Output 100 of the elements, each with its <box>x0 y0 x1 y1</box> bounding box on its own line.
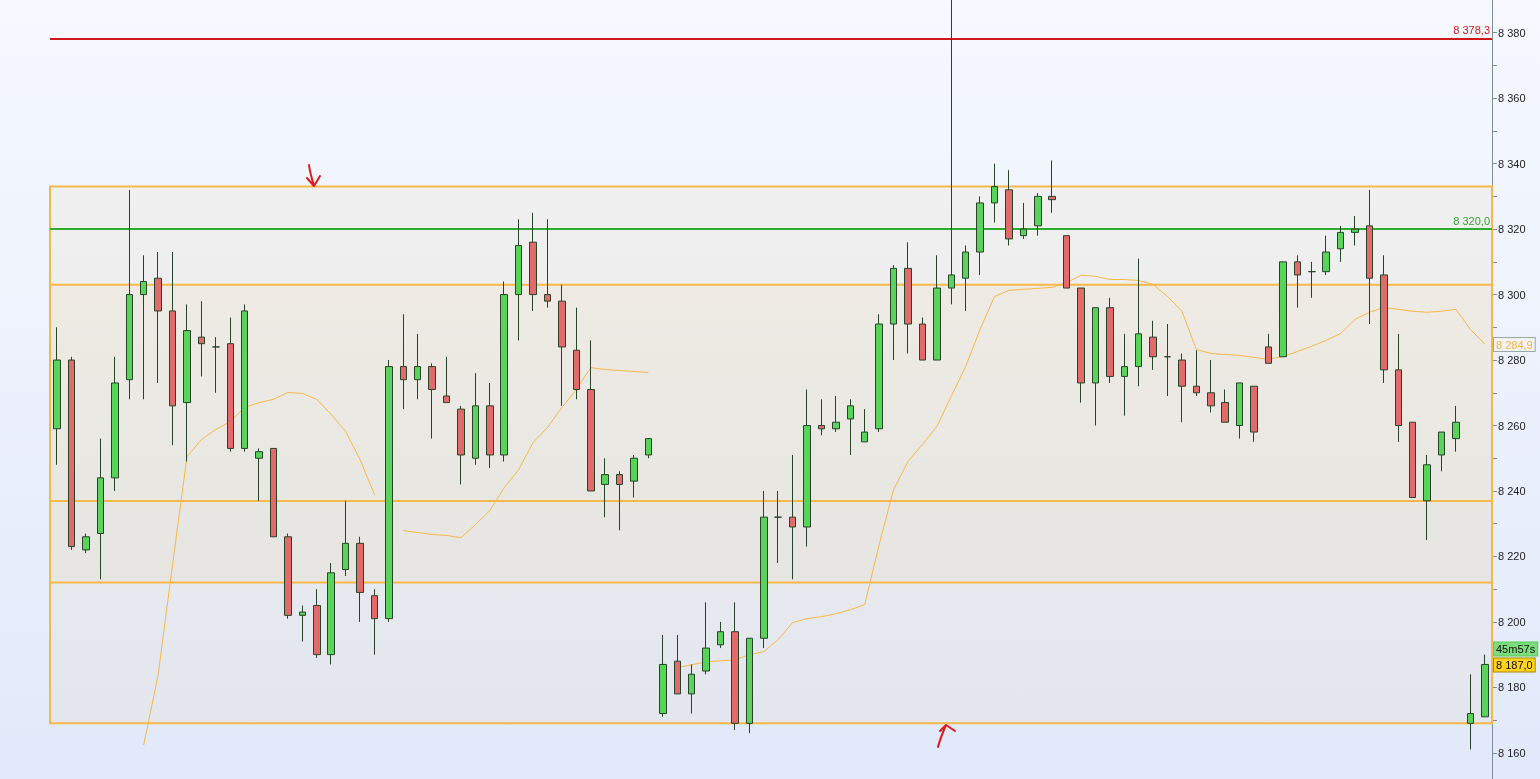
candlestick <box>443 356 450 404</box>
y-tick-label: 8 200 <box>1498 615 1526 628</box>
candlestick <box>68 356 75 551</box>
candlestick <box>645 438 652 459</box>
candlestick <box>659 634 667 718</box>
candlestick <box>385 359 393 623</box>
candlestick <box>948 0 955 305</box>
candlestick <box>674 634 681 695</box>
candlestick <box>630 454 638 499</box>
candlestick <box>1034 192 1042 237</box>
candlestick <box>1135 258 1142 387</box>
ref-line-label: 8 378,3 <box>1453 23 1490 36</box>
candlestick <box>702 601 710 675</box>
candlestick <box>1207 359 1215 413</box>
candlestick <box>616 470 623 531</box>
candlestick <box>890 264 897 361</box>
candlestick <box>1250 385 1258 443</box>
y-tick-label: 8 340 <box>1498 157 1526 170</box>
candlestick <box>1423 454 1431 541</box>
candlestick <box>198 300 205 377</box>
candlestick <box>1077 287 1085 404</box>
candlestick <box>1048 159 1056 214</box>
candlestick <box>428 362 436 440</box>
candlestick <box>962 244 969 312</box>
candlestick <box>1193 349 1200 397</box>
candlestick <box>356 536 364 623</box>
candlestick <box>97 438 104 580</box>
candlestick <box>313 588 321 659</box>
y-tick-label: 8 360 <box>1498 92 1526 105</box>
y-tick-label: 8 220 <box>1498 550 1526 563</box>
candlestick <box>154 251 162 384</box>
candlestick <box>472 372 479 466</box>
candlestick <box>400 313 407 410</box>
candlestick <box>1467 673 1474 751</box>
candlestick <box>1005 169 1013 246</box>
candlestick <box>371 588 378 656</box>
candlestick <box>1106 297 1114 384</box>
candlestick <box>875 313 883 433</box>
candlestick <box>976 195 984 276</box>
candlestick <box>126 189 133 400</box>
candlestick <box>832 395 840 433</box>
candlestick <box>1121 333 1128 417</box>
candlestick <box>803 389 811 548</box>
candlestick <box>1236 382 1243 440</box>
candlestick <box>500 280 508 463</box>
candlestick <box>1092 307 1099 426</box>
y-tick-label: 8 280 <box>1498 354 1526 367</box>
candlestick <box>731 601 739 731</box>
y-tick-label: 8 160 <box>1498 746 1526 759</box>
candlestick <box>601 457 609 518</box>
y-tick-label: 8 180 <box>1498 681 1526 694</box>
candlestick <box>255 447 263 502</box>
candlestick <box>1366 189 1373 325</box>
candlestick <box>1164 323 1171 397</box>
candlestick <box>515 218 522 341</box>
candlestick <box>688 663 695 715</box>
candlestick <box>457 405 465 485</box>
candlestick <box>414 333 421 400</box>
candlestick <box>1063 235 1070 289</box>
candlestick <box>1265 333 1272 364</box>
candlestick <box>717 621 724 649</box>
candlestick <box>486 382 494 469</box>
candlestick <box>991 163 998 224</box>
candlestick <box>1337 225 1344 263</box>
candlestick <box>183 303 191 463</box>
ref-line-label: 8 320,0 <box>1453 214 1490 227</box>
candlestick <box>53 326 61 466</box>
candlestick <box>299 605 306 643</box>
candlestick <box>140 254 147 400</box>
candlestick <box>1452 405 1460 453</box>
candlestick <box>1322 235 1330 276</box>
candlestick <box>818 398 825 436</box>
candlestick <box>529 212 537 312</box>
text: 45m57s <box>1496 642 1536 655</box>
candlestick <box>212 336 220 394</box>
candlestick <box>573 307 580 400</box>
candlestick <box>1221 389 1229 423</box>
candlestick <box>861 408 868 443</box>
candlestick <box>1395 333 1402 443</box>
candlestick <box>847 398 854 456</box>
candlestick <box>1380 254 1388 384</box>
y-tick-label: 8 320 <box>1498 223 1526 236</box>
candlestick <box>227 316 234 453</box>
candlestick <box>544 218 551 309</box>
annotation: 8 187,0 <box>1496 658 1533 671</box>
candlestick <box>789 454 796 580</box>
candlestick <box>1279 261 1287 358</box>
candlestick <box>169 251 176 446</box>
y-tick-label: 8 300 <box>1498 288 1526 301</box>
candlestick <box>284 533 292 620</box>
y-tick-label: 8 240 <box>1498 484 1526 497</box>
candlestick <box>270 447 277 538</box>
candlestick <box>1481 654 1489 718</box>
candlestick <box>327 562 335 665</box>
candlestick <box>919 316 926 361</box>
y-tick-label: 8 380 <box>1498 26 1526 39</box>
candlestick <box>1178 353 1186 423</box>
candlestick <box>774 490 782 564</box>
candlestick <box>1308 261 1316 299</box>
candlestick <box>241 303 248 453</box>
